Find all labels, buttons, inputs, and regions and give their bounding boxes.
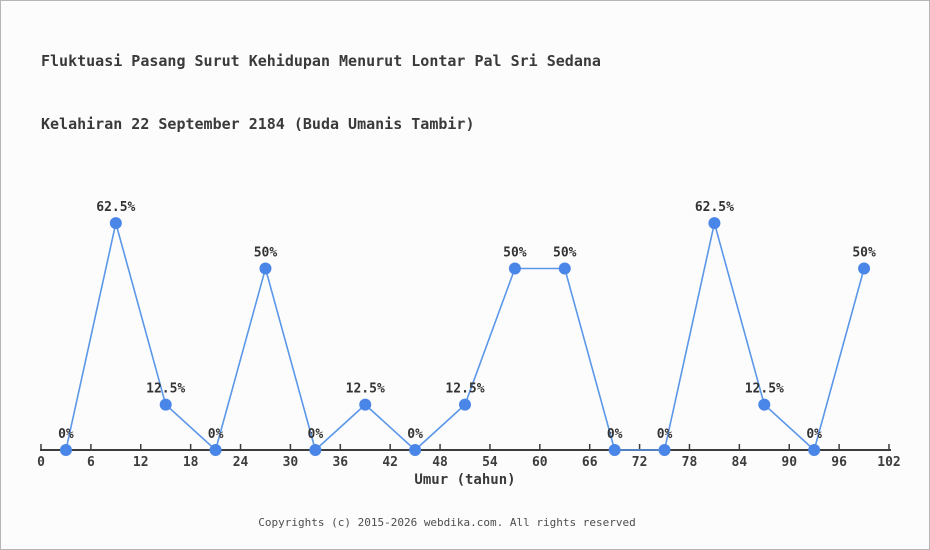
chart-title: Fluktuasi Pasang Surut Kehidupan Menurut… (41, 9, 601, 177)
data-point (808, 444, 821, 456)
data-point-label: 62.5% (695, 200, 734, 215)
data-point (508, 262, 521, 275)
data-point-label: 50% (852, 246, 876, 261)
series-line (65, 222, 865, 452)
data-point-label: 12.5% (346, 382, 385, 397)
data-point (459, 398, 471, 411)
x-axis-label: Umur (tahun) (414, 472, 516, 488)
data-point-label: 0% (308, 427, 324, 442)
data-point (608, 444, 621, 456)
data-point-label: 0% (607, 427, 623, 442)
x-tick-label: 90 (781, 455, 797, 470)
x-tick-label: 18 (183, 455, 199, 470)
data-point (658, 444, 671, 456)
x-tick-label: 42 (382, 455, 398, 470)
data-point-label: 0% (208, 427, 224, 442)
x-tick-label: 84 (732, 455, 748, 470)
x-tick-label: 54 (482, 455, 498, 470)
data-point (858, 262, 871, 275)
data-point (159, 398, 172, 411)
data-point-label: 50% (503, 246, 527, 261)
data-point (359, 398, 372, 411)
data-point (59, 444, 72, 456)
data-point-label: 62.5% (96, 200, 135, 215)
data-point-label: 0% (407, 427, 423, 442)
x-tick-label: 36 (332, 455, 348, 470)
data-point (309, 444, 322, 456)
data-point-label: 0% (806, 427, 822, 442)
data-point (558, 262, 571, 275)
data-point-label: 50% (553, 246, 577, 261)
data-point (409, 444, 422, 456)
x-tick-label: 78 (682, 455, 698, 470)
data-point (259, 262, 272, 275)
life-fluctuation-line-chart: 0 6 12 18 24 30 36 42 48 54 60 66 72 78 84 90 96 102 0% 62.… (37, 200, 901, 470)
x-tick-label: 12 (133, 455, 149, 470)
data-point (758, 398, 771, 411)
x-tick-label: 0 (37, 455, 45, 470)
data-point-label: 12.5% (146, 382, 185, 397)
x-tick-label: 102 (877, 455, 900, 470)
x-tick-label: 96 (831, 455, 847, 470)
data-point-label: 50% (254, 246, 278, 261)
data-point-label: 12.5% (445, 382, 484, 397)
x-tick-label: 60 (532, 455, 548, 470)
x-tick-label: 24 (233, 455, 249, 470)
copyright-footer: Copyrights (c) 2015-2026 webdika.com. Al… (258, 516, 636, 529)
chart-title-line2: Kelahiran 22 September 2184 (Buda Umanis… (41, 115, 475, 133)
x-tick-label: 48 (432, 455, 448, 470)
x-tick-label: 66 (582, 455, 598, 470)
data-point-label: 0% (657, 427, 673, 442)
x-tick-label: 72 (632, 455, 648, 470)
x-tick-label: 6 (87, 455, 95, 470)
data-point (209, 444, 222, 456)
data-point (109, 217, 122, 230)
chart-title-line1: Fluktuasi Pasang Surut Kehidupan Menurut… (41, 52, 601, 70)
data-point (708, 217, 721, 230)
x-tick-label: 30 (283, 455, 299, 470)
data-point-label: 0% (58, 427, 74, 442)
data-point-label: 12.5% (745, 382, 784, 397)
